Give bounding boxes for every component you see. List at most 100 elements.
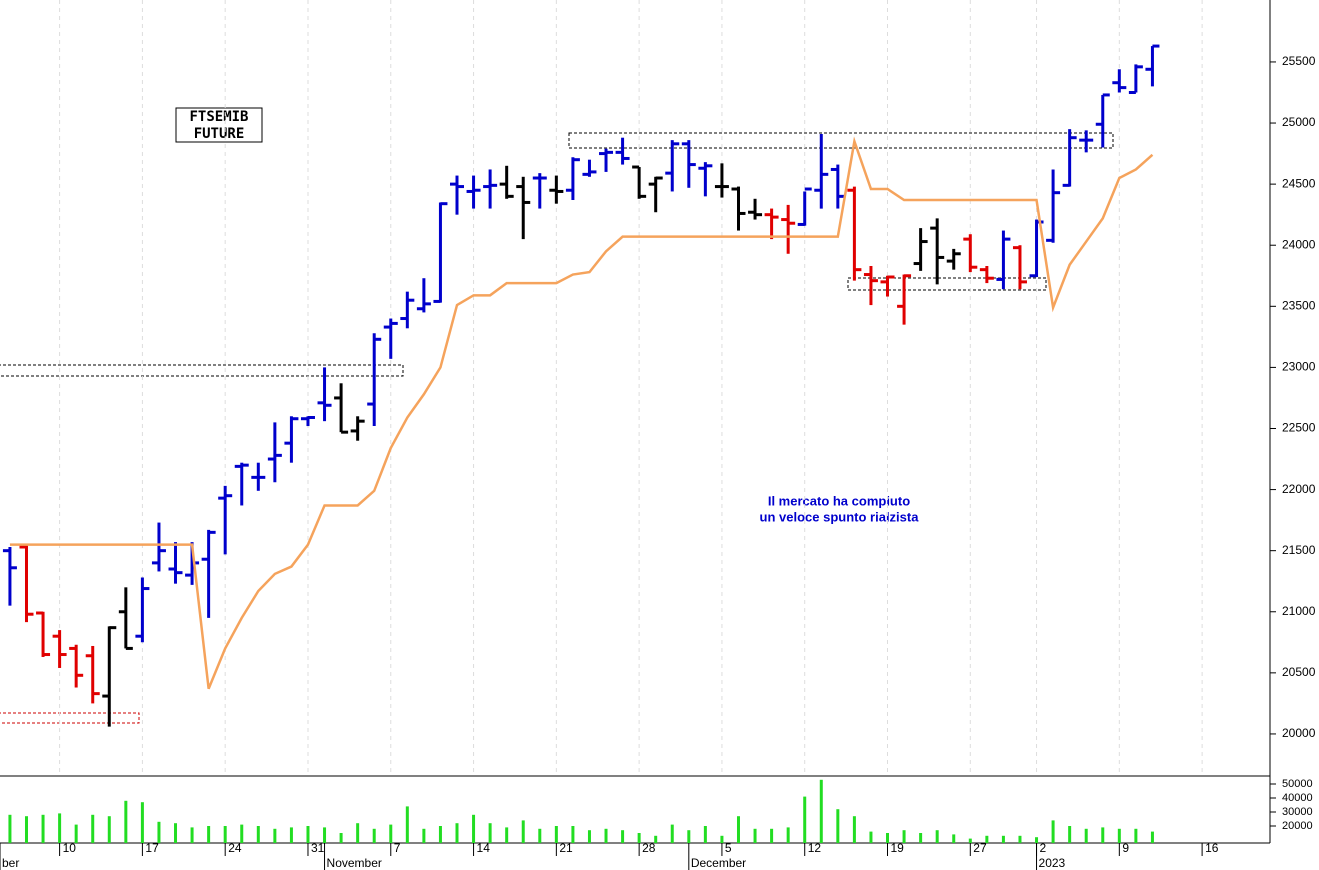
zone xyxy=(0,712,140,724)
zone xyxy=(0,364,404,377)
volume-bar xyxy=(74,824,78,843)
x-tick-label: 28 xyxy=(642,841,656,855)
volume-bar xyxy=(654,835,658,843)
y-tick-label: 23500 xyxy=(1282,298,1316,312)
volume-bar xyxy=(24,816,28,843)
volume-bar xyxy=(1035,837,1039,843)
volume-bar xyxy=(1150,831,1154,843)
volume-bar xyxy=(803,796,807,843)
volume-bar xyxy=(720,835,724,843)
volume-bar xyxy=(405,806,409,843)
x-tick-label: 9 xyxy=(1122,841,1129,855)
volume-bar xyxy=(455,823,459,843)
annotation: Il mercato ha compiuto xyxy=(768,493,910,508)
volume-bar xyxy=(571,825,575,843)
volume-bar xyxy=(124,800,128,843)
volume-bar xyxy=(256,825,260,843)
volume-bar xyxy=(836,809,840,843)
volume-bar xyxy=(91,814,95,843)
volume-bar xyxy=(703,825,707,843)
volume-bar xyxy=(8,814,12,843)
volume-bar xyxy=(1101,827,1105,843)
zones xyxy=(0,132,1114,724)
y-tick-label: 22500 xyxy=(1282,421,1316,435)
volume-bar xyxy=(488,823,492,843)
y-tick-label: 20000 xyxy=(1282,726,1316,740)
x-tick-label: 19 xyxy=(891,841,905,855)
volume-bar xyxy=(886,832,890,843)
volume-bar xyxy=(372,828,376,843)
volume-bar xyxy=(41,814,45,843)
volume-bar xyxy=(323,827,327,843)
volume-bar xyxy=(786,827,790,843)
volume-bar xyxy=(554,825,558,843)
volume-bar xyxy=(902,830,906,843)
volume-bar xyxy=(1117,828,1121,843)
volume-bar xyxy=(819,779,823,843)
volume-bar xyxy=(736,816,740,843)
x-tick-label: 31 xyxy=(311,841,325,855)
zone xyxy=(568,132,1114,149)
volume-bar xyxy=(604,828,608,843)
y-tick-label: 25500 xyxy=(1282,54,1316,68)
y-tick-label: 24500 xyxy=(1282,176,1316,190)
annotation: un veloce spunto rialzista xyxy=(760,509,920,524)
volume-bar xyxy=(207,825,211,843)
volume-bar xyxy=(770,828,774,843)
x-tick-label: 24 xyxy=(228,841,242,855)
x-tick-label: 2 xyxy=(1040,841,1047,855)
volume-bar xyxy=(306,825,310,843)
volume-tick-label: 20000 xyxy=(1282,820,1313,832)
volume-bar xyxy=(587,830,591,843)
x-tick-label: 17 xyxy=(145,841,159,855)
volume-bar xyxy=(174,823,178,843)
volume-bar xyxy=(1018,835,1022,843)
volume-tick-label: 40000 xyxy=(1282,792,1313,804)
x-tick-label: 12 xyxy=(808,841,822,855)
volume-tick-label: 30000 xyxy=(1282,806,1313,818)
volume-bar xyxy=(58,813,62,843)
volume-bar xyxy=(389,824,393,843)
volume-bar xyxy=(521,820,525,843)
volume-bar xyxy=(753,828,757,843)
volume-bar xyxy=(107,816,111,843)
month-label: 2023 xyxy=(1039,856,1066,870)
volume-bar xyxy=(869,831,873,843)
x-tick-label: 14 xyxy=(477,841,491,855)
volume-bar xyxy=(952,834,956,843)
y-tick-label: 25000 xyxy=(1282,115,1316,129)
volume-bar xyxy=(852,816,856,843)
volume-bar xyxy=(240,824,244,843)
x-tick-label: 21 xyxy=(559,841,573,855)
volume-bar xyxy=(1068,825,1072,843)
volume-bar xyxy=(223,825,227,843)
volume-bar xyxy=(339,832,343,843)
volume-bar xyxy=(687,830,691,843)
volume-bar xyxy=(670,824,674,843)
chart-title: FTSEMIB xyxy=(189,109,248,125)
volume-bar xyxy=(190,827,194,843)
volume-bar xyxy=(505,827,509,843)
volume-bar xyxy=(985,835,989,843)
volume-bar xyxy=(289,827,293,843)
volume-bar xyxy=(472,814,476,843)
volume-bar xyxy=(538,828,542,843)
volume-tick-label: 50000 xyxy=(1282,778,1313,790)
volume-bar xyxy=(438,825,442,843)
volume-bar xyxy=(637,832,641,843)
month-label: December xyxy=(691,856,746,870)
x-tick-label: 27 xyxy=(973,841,987,855)
volume-bar xyxy=(356,823,360,843)
y-tick-label: 23000 xyxy=(1282,360,1316,374)
chart-title: FUTURE xyxy=(194,126,245,142)
volume-bar xyxy=(422,828,426,843)
y-tick-label: 20500 xyxy=(1282,665,1316,679)
volume-bar xyxy=(968,838,972,843)
volume-bar xyxy=(621,830,625,843)
volume-bar xyxy=(1051,820,1055,843)
y-tick-label: 24000 xyxy=(1282,237,1316,251)
y-tick-label: 21500 xyxy=(1282,543,1316,557)
x-tick-label: 16 xyxy=(1205,841,1219,855)
